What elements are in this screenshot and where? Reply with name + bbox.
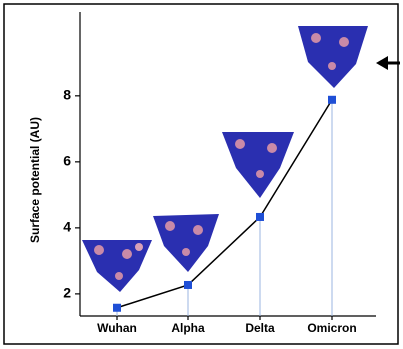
x-tick-label: Delta: [245, 321, 275, 335]
y-axis-label: Surface potential (AU): [28, 117, 42, 243]
y-tick-label: 6: [63, 153, 71, 169]
chart: Surface potential (AU) 2 4 6 8 Wuhan Alpha Del…: [0, 0, 403, 349]
marker: [113, 304, 121, 312]
page: Surface potential (AU) 2 4 6 8 Wuhan Alpha Del…: [0, 0, 403, 349]
y-tick-label: 8: [63, 87, 71, 103]
marker: [184, 281, 192, 289]
marker: [256, 213, 264, 221]
y-tick-label: 2: [63, 285, 71, 301]
x-tick-label: Alpha: [171, 321, 205, 335]
x-tick-label: Omicron: [307, 321, 356, 335]
x-tick-label: Wuhan: [97, 321, 137, 335]
y-tick-label: 4: [63, 219, 71, 235]
marker: [328, 96, 336, 104]
